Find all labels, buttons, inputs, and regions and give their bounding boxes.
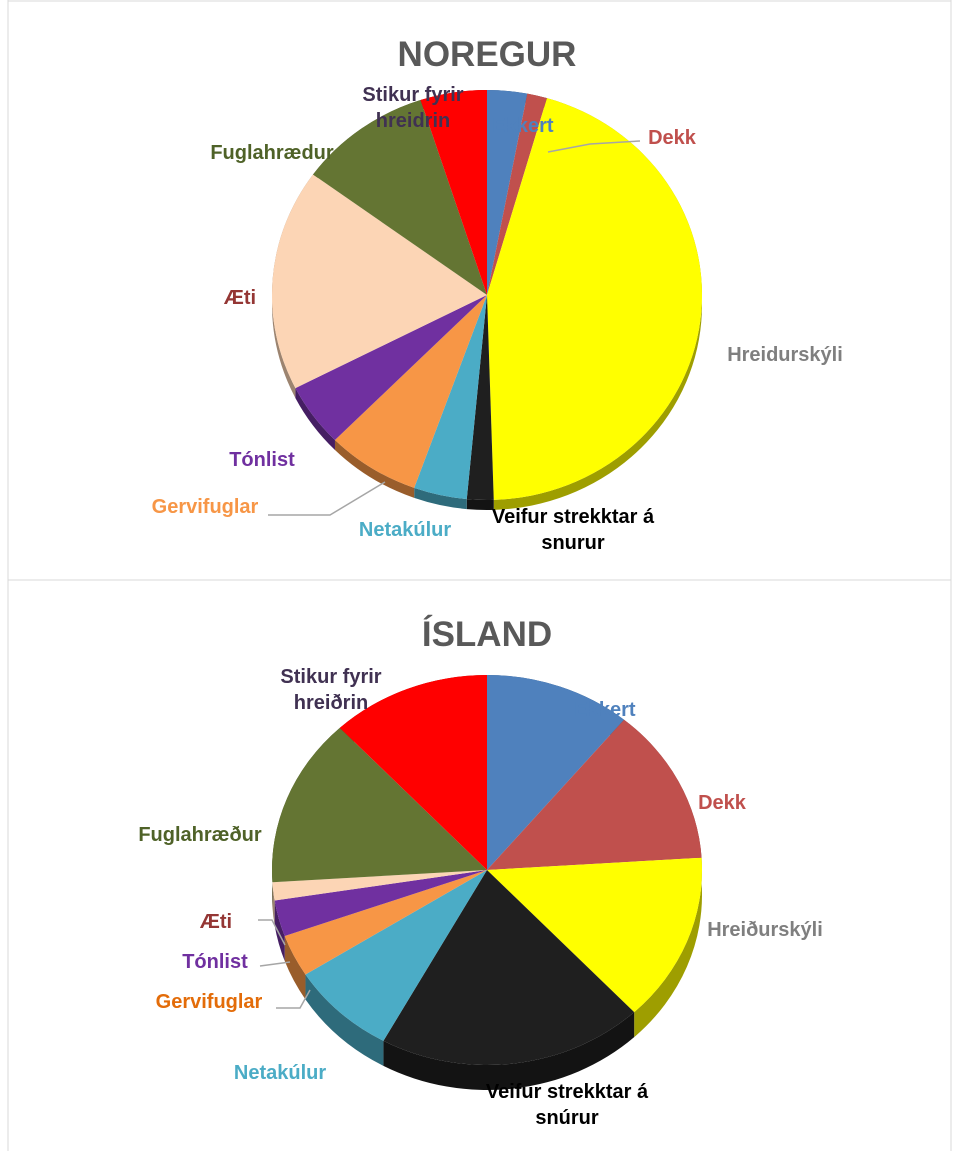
leader-line: [276, 989, 311, 1009]
slice: [487, 719, 702, 870]
slice: [383, 870, 635, 1065]
chart-title: ÍSLAND: [421, 615, 553, 654]
slice-side: [305, 974, 384, 1066]
slice-label: Fuglahrædur: [210, 142, 334, 164]
slice-label: Tónlist: [182, 951, 248, 973]
slice: [305, 870, 487, 1041]
pies: [272, 90, 702, 1090]
slice-label: Stikur fyrir hreidrin: [362, 84, 464, 132]
slice: [414, 295, 487, 500]
slice-label: Veifur strekktar á snúrur: [485, 1081, 649, 1129]
slice: [420, 90, 487, 295]
slice-label: Dekk: [648, 127, 696, 149]
slice: [272, 870, 487, 901]
slice-side: [295, 388, 335, 450]
slice: [487, 98, 702, 500]
slice: [272, 727, 487, 883]
slice-label: Hreidurskýli: [727, 344, 843, 366]
leader-line: [259, 961, 291, 967]
slice: [334, 295, 487, 488]
slice: [313, 100, 487, 295]
slice: [487, 93, 547, 296]
slice: [274, 870, 487, 937]
slice: [466, 295, 494, 501]
slice-label: Netakúlur: [358, 519, 452, 541]
slice-side: [334, 439, 415, 498]
slice-side: [414, 487, 467, 510]
slice-side: [634, 857, 702, 1038]
slice-label: Tónlist: [229, 449, 295, 471]
slice: [272, 174, 487, 389]
slice-side: [284, 936, 306, 1000]
slice-label: Stikur fyrir hreiðrin: [280, 666, 382, 714]
leader-line: [268, 481, 386, 516]
chart-title: NOREGUR: [397, 35, 577, 74]
slice-side: [466, 499, 494, 510]
slice-side: [272, 882, 275, 926]
slice: [487, 857, 702, 1013]
slice-label: Fuglahræður: [138, 824, 262, 846]
slice-label: Veifur strekktar á snurur: [491, 506, 655, 554]
slice-label: Gervifuglar: [151, 496, 259, 518]
slice-label: Dekk: [698, 792, 746, 814]
slice-label: Gervifuglar: [155, 991, 263, 1013]
slice-label: Netakúlur: [233, 1062, 327, 1084]
slice-label: Ekkert: [574, 699, 636, 721]
slice-side: [383, 1012, 635, 1090]
leader-line: [547, 140, 641, 153]
slice: [487, 90, 528, 295]
leader-line: [258, 919, 286, 946]
slice-label: Hreiðurskýli: [707, 919, 823, 941]
slice: [339, 675, 487, 870]
slice-label: Æti: [199, 911, 233, 933]
slice: [284, 870, 487, 975]
slice-side: [274, 900, 285, 962]
slice-label: Æti: [223, 287, 257, 309]
slice-label: Ekkert: [492, 115, 554, 137]
slice: [487, 675, 625, 870]
slice: [295, 295, 487, 440]
